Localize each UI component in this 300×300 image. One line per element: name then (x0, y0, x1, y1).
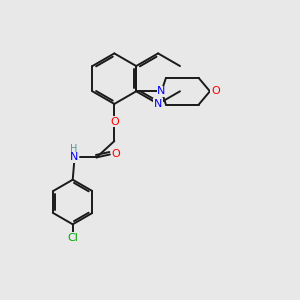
Text: O: O (110, 117, 119, 127)
Text: N: N (157, 86, 166, 96)
Text: N: N (70, 152, 78, 162)
Text: Cl: Cl (67, 233, 78, 243)
Text: O: O (111, 149, 120, 160)
Text: O: O (211, 86, 220, 96)
Text: H: H (70, 144, 77, 154)
Text: N: N (154, 99, 162, 109)
